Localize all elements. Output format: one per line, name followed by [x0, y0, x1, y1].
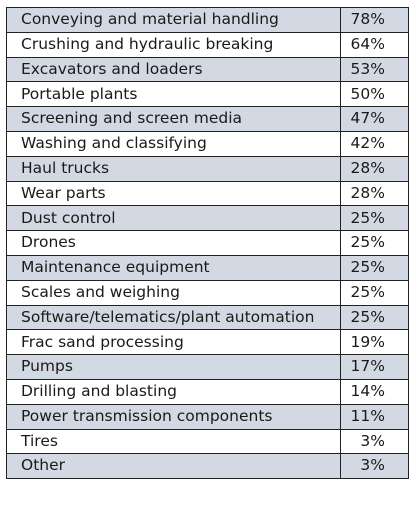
row-value: 3% — [340, 428, 409, 455]
table-body: Conveying and material handling 78% Crushi… — [6, 7, 409, 480]
table-row: Pumps 17% — [6, 354, 409, 380]
row-label: Conveying and material handling — [6, 7, 341, 33]
row-label: Frac sand processing — [6, 329, 341, 356]
table-row: Portable plants 50% — [6, 81, 409, 108]
table-row: Frac sand processing 19% — [6, 329, 409, 356]
table-row: Dust control 25% — [6, 205, 409, 232]
row-label: Portable plants — [6, 81, 341, 108]
row-value: 14% — [340, 378, 409, 405]
table-row: Tires 3% — [6, 428, 409, 455]
table-row: Conveying and material handling 78% — [6, 7, 409, 33]
row-value: 78% — [340, 7, 409, 33]
row-label: Other — [6, 453, 341, 480]
row-value: 25% — [340, 254, 409, 281]
row-label: Drones — [6, 230, 341, 256]
row-label: Haul trucks — [6, 155, 341, 182]
row-label: Maintenance equipment — [6, 254, 341, 281]
table-row: Scales and weighing 25% — [6, 279, 409, 306]
row-label: Power transmission components — [6, 403, 341, 430]
table-row: Washing and classifying 42% — [6, 130, 409, 157]
row-label: Crushing and hydraulic breaking — [6, 31, 341, 58]
table-row: Drilling and blasting 14% — [6, 378, 409, 405]
row-label: Pumps — [6, 354, 341, 380]
row-value: 28% — [340, 155, 409, 182]
row-value: 11% — [340, 403, 409, 430]
table-row: Drones 25% — [6, 230, 409, 256]
row-label: Washing and classifying — [6, 130, 341, 157]
row-label: Screening and screen media — [6, 106, 341, 132]
row-value: 50% — [340, 81, 409, 108]
row-label: Dust control — [6, 205, 341, 232]
table-row: Crushing and hydraulic breaking 64% — [6, 31, 409, 58]
row-value: 64% — [340, 31, 409, 58]
row-label: Software/telematics/plant automation — [6, 304, 341, 331]
table-row: Other 3% — [6, 453, 409, 480]
row-value: 53% — [340, 56, 409, 83]
row-value: 28% — [340, 180, 409, 207]
row-value: 47% — [340, 106, 409, 132]
row-value: 25% — [340, 304, 409, 331]
row-value: 25% — [340, 279, 409, 306]
survey-table-container: Conveying and material handling 78% Crushi… — [6, 7, 409, 498]
table-row: Power transmission components 11% — [6, 403, 409, 430]
row-label: Scales and weighing — [6, 279, 341, 306]
row-value: 42% — [340, 130, 409, 157]
row-value: 25% — [340, 230, 409, 256]
row-value: 19% — [340, 329, 409, 356]
table-row: Excavators and loaders 53% — [6, 56, 409, 83]
survey-results-table: Conveying and material handling 78% Crushi… — [6, 7, 409, 480]
table-row: Screening and screen media 47% — [6, 106, 409, 132]
table-row: Wear parts 28% — [6, 180, 409, 207]
row-label: Drilling and blasting — [6, 378, 341, 405]
row-label: Tires — [6, 428, 341, 455]
row-value: 3% — [340, 453, 409, 480]
row-label: Excavators and loaders — [6, 56, 341, 83]
row-label: Wear parts — [6, 180, 341, 207]
table-row: Software/telematics/plant automation 25% — [6, 304, 409, 331]
table-row: Haul trucks 28% — [6, 155, 409, 182]
table-row: Maintenance equipment 25% — [6, 254, 409, 281]
row-value: 17% — [340, 354, 409, 380]
row-value: 25% — [340, 205, 409, 232]
